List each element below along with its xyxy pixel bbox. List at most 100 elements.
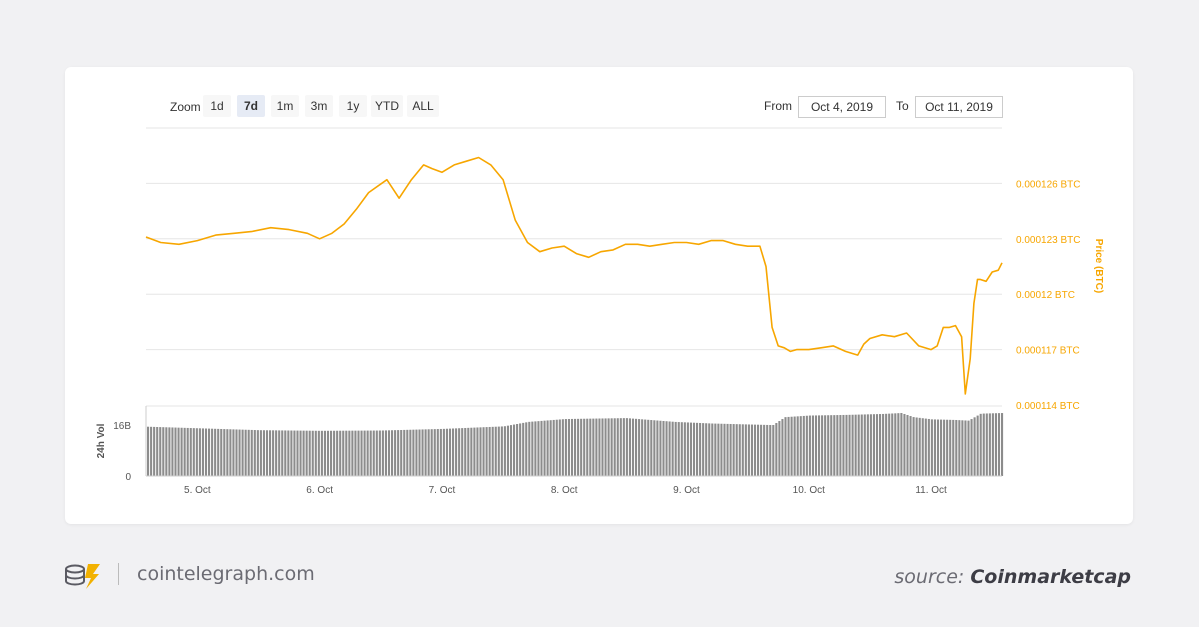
- volume-bar: [921, 418, 924, 476]
- volume-bar: [516, 424, 519, 476]
- volume-bar: [918, 417, 921, 476]
- volume-bar: [214, 428, 217, 476]
- volume-bar: [564, 419, 567, 476]
- volume-bar: [400, 430, 403, 476]
- volume-bar: [458, 428, 461, 476]
- volume-bar: [699, 422, 702, 476]
- volume-bar: [229, 429, 232, 476]
- from-date-input[interactable]: Oct 4, 2019: [798, 96, 886, 118]
- volume-bar: [842, 414, 845, 476]
- y-tick-label: 0.000117 BTC: [1016, 346, 1080, 357]
- volume-bar: [348, 430, 351, 476]
- volume-bar: [372, 430, 375, 476]
- volume-bar: [927, 418, 930, 476]
- volume-bar: [448, 428, 452, 476]
- volume-bar: [339, 430, 342, 476]
- volume-bar: [436, 429, 439, 476]
- source-prefix: source:: [894, 566, 965, 588]
- volume-bar: [940, 419, 943, 476]
- volume-bar: [668, 421, 671, 476]
- volume-bar: [915, 417, 918, 476]
- volume-bar: [445, 428, 448, 476]
- volume-bar: [558, 419, 561, 476]
- volume-bar: [656, 420, 659, 476]
- zoom-1m-button[interactable]: 1m: [271, 95, 299, 117]
- x-tick-label: 10. Oct: [793, 485, 825, 496]
- zoom-1y-button[interactable]: 1y: [339, 95, 367, 117]
- volume-bar: [522, 422, 525, 476]
- volume-bar: [909, 416, 912, 476]
- x-tick-label: 9. Oct: [673, 485, 700, 496]
- volume-bar: [723, 423, 726, 476]
- volume-bar: [430, 429, 433, 476]
- volume-bar: [345, 430, 348, 476]
- volume-bar: [500, 426, 503, 476]
- volume-bar: [775, 423, 778, 476]
- volume-tick-label: 0: [125, 472, 131, 483]
- volume-bar: [415, 429, 418, 476]
- volume-bar: [619, 418, 622, 476]
- volume-bar: [488, 426, 491, 476]
- volume-bar: [650, 420, 653, 476]
- volume-bar: [616, 418, 619, 476]
- zoom-3m-button[interactable]: 3m: [305, 95, 333, 117]
- volume-bar: [781, 419, 784, 476]
- volume-bar: [610, 418, 613, 476]
- volume-bar: [906, 415, 909, 476]
- volume-bar: [955, 419, 958, 476]
- volume-bar: [808, 415, 811, 476]
- volume-bar: [528, 421, 531, 476]
- volume-bar: [933, 419, 936, 476]
- volume-bar: [802, 415, 805, 476]
- volume-bar: [497, 426, 500, 476]
- volume-bar: [552, 419, 555, 476]
- volume-bar: [467, 427, 470, 476]
- volume-bar: [821, 415, 824, 476]
- volume-bar: [357, 430, 360, 476]
- volume-bar: [378, 430, 381, 476]
- volume-bar: [244, 429, 247, 476]
- volume-bar: [860, 414, 863, 476]
- volume-bar: [195, 428, 198, 476]
- volume-bar: [631, 418, 635, 476]
- volume-bar: [991, 413, 994, 476]
- volume-bar: [256, 430, 259, 476]
- volume-bar: [476, 427, 479, 476]
- volume-bar: [979, 413, 982, 476]
- to-date-input[interactable]: Oct 11, 2019: [915, 96, 1003, 118]
- volume-bar: [964, 420, 967, 476]
- volume-bar: [879, 414, 882, 476]
- footer-site-link[interactable]: cointelegraph.com: [137, 563, 315, 585]
- volume-bar: [241, 429, 244, 476]
- volume-bar: [391, 430, 394, 476]
- volume-bar: [412, 429, 415, 476]
- volume-bar: [177, 427, 180, 476]
- volume-bar: [863, 414, 866, 476]
- volume-bar: [644, 419, 647, 476]
- zoom-1d-button[interactable]: 1d: [203, 95, 231, 117]
- volume-bar: [1001, 413, 1004, 476]
- volume-bar: [299, 430, 302, 476]
- volume-bar: [799, 416, 802, 476]
- volume-bar: [830, 415, 833, 476]
- volume-bar: [549, 420, 552, 476]
- volume-bar: [250, 429, 253, 476]
- zoom-ytd-button[interactable]: YTD: [371, 95, 403, 117]
- volume-bar: [275, 430, 278, 476]
- volume-bar: [787, 416, 790, 476]
- volume-bar: [211, 428, 214, 476]
- zoom-7d-button[interactable]: 7d: [237, 95, 265, 117]
- zoom-all-button[interactable]: ALL: [407, 95, 439, 117]
- x-axis: 5. Oct 6. Oct 7. Oct 8. Oct 9. Oct 10. Oct 11.…: [184, 485, 947, 496]
- volume-bar: [439, 428, 442, 476]
- volume-bar: [994, 413, 997, 476]
- volume-bar: [387, 430, 391, 476]
- volume-bar: [970, 419, 973, 476]
- volume-axis-title: 24h Vol: [96, 423, 107, 458]
- volume-bar: [281, 430, 284, 476]
- volume-bar: [333, 430, 336, 476]
- volume-bar: [269, 430, 272, 476]
- volume-bar: [567, 418, 570, 476]
- volume-bar: [217, 428, 220, 476]
- volume-bar: [238, 429, 241, 476]
